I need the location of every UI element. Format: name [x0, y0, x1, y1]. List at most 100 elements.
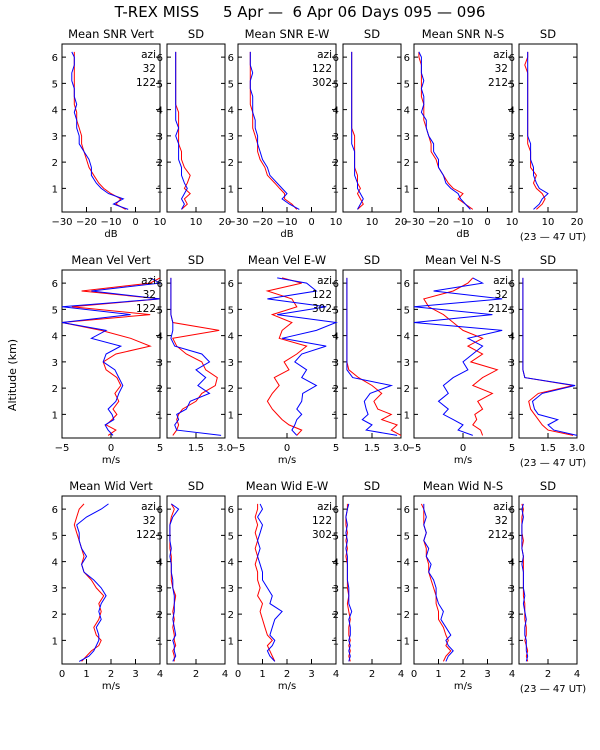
legend-entry-red: 122	[312, 63, 332, 75]
y-tick-label: 4	[52, 558, 58, 569]
x-tick-label: 4	[509, 669, 515, 680]
panel-title: Mean Vel E-W	[248, 253, 326, 267]
legend-entry-blue: 302	[312, 529, 332, 541]
series-line-blue	[413, 277, 503, 436]
x-tick-label: 20	[571, 217, 584, 228]
y-tick-label: 5	[52, 79, 58, 90]
y-tick-label: 5	[228, 531, 234, 542]
sd-panel-wid-2: 1 2 3 4 5 6 2 4 SD	[333, 479, 405, 680]
legend-title: azi	[317, 501, 332, 513]
y-tick-label: 3	[404, 132, 410, 143]
y-tick-label: 1	[404, 636, 410, 647]
y-tick-label: 1	[333, 184, 339, 195]
y-tick-label: 6	[509, 279, 515, 290]
y-tick-label: 3	[157, 132, 163, 143]
ut-note: (23 — 47 UT)	[520, 232, 586, 243]
y-tick-label: 4	[333, 332, 339, 343]
y-tick-label: 3	[52, 132, 58, 143]
panel-title: Mean SNR N-S	[422, 27, 505, 41]
sd-line-red	[522, 277, 574, 436]
y-tick-label: 4	[509, 106, 515, 117]
legend-title: azi	[493, 275, 508, 287]
y-tick-label: 4	[333, 106, 339, 117]
y-tick-label: 6	[157, 279, 163, 290]
y-tick-label: 4	[333, 558, 339, 569]
y-tick-label: 6	[52, 505, 58, 516]
x-axis-label: dB	[456, 229, 469, 240]
legend-entry-blue: 302	[312, 303, 332, 315]
y-tick-label: 5	[52, 531, 58, 542]
plot-frame	[342, 269, 402, 439]
y-tick-label: 2	[52, 158, 58, 169]
x-tick-label: 10	[506, 217, 519, 228]
altitude-axis-label: Altitude (km)	[6, 339, 19, 411]
x-tick-label: 20	[395, 217, 408, 228]
legend-entry-red: 32	[495, 289, 508, 301]
x-tick-label: 0	[308, 217, 314, 228]
y-tick-label: 4	[509, 558, 515, 569]
y-tick-label: 1	[52, 636, 58, 647]
legend-entry-red: 32	[143, 289, 156, 301]
x-tick-label: −30	[403, 217, 424, 228]
x-tick-label: −5	[231, 443, 246, 454]
legend-entry-red: 32	[143, 63, 156, 75]
y-tick-label: 2	[228, 384, 234, 395]
y-tick-label: 5	[509, 305, 515, 316]
x-tick-label: 2	[284, 669, 290, 680]
legend-entry-red: 122	[312, 289, 332, 301]
y-tick-label: 1	[509, 184, 515, 195]
y-tick-label: 1	[52, 184, 58, 195]
series-line-blue	[71, 51, 129, 210]
x-axis-label: m/s	[102, 455, 120, 466]
panel-title: Mean SNR E-W	[245, 27, 330, 41]
y-tick-label: 3	[333, 358, 339, 369]
y-tick-label: 5	[509, 531, 515, 542]
x-tick-label: 1.5	[540, 443, 556, 454]
legend-title: azi	[493, 501, 508, 513]
y-tick-label: 1	[228, 636, 234, 647]
y-tick-label: 3	[404, 358, 410, 369]
x-tick-label: −20	[76, 217, 97, 228]
x-tick-label: 0	[460, 443, 466, 454]
y-tick-label: 1	[157, 636, 163, 647]
y-tick-label: 3	[228, 132, 234, 143]
panel-title: SD	[364, 479, 380, 493]
x-axis-label: dB	[280, 229, 293, 240]
y-tick-label: 2	[228, 610, 234, 621]
y-tick-label: 4	[157, 106, 163, 117]
x-tick-label: 4	[222, 669, 228, 680]
y-tick-label: 5	[404, 305, 410, 316]
y-tick-label: 3	[509, 132, 515, 143]
sd-panel-vel-1: 1 2 3 4 5 6 1.5 3.0 SD	[157, 253, 233, 454]
y-tick-label: 3	[157, 584, 163, 595]
y-tick-label: 4	[228, 332, 234, 343]
legend-entry-blue: 212	[488, 303, 508, 315]
y-tick-label: 4	[228, 558, 234, 569]
x-tick-label: 0	[411, 669, 417, 680]
x-tick-label: 0	[108, 443, 114, 454]
y-tick-label: 1	[52, 410, 58, 421]
sd-panel-snr-3: 1 2 3 4 5 6 10 20 SD	[509, 27, 584, 228]
x-axis-label: m/s	[454, 455, 472, 466]
sd-panel-snr-1: 1 2 3 4 5 6 10 20 SD	[157, 27, 232, 228]
y-tick-label: 3	[404, 584, 410, 595]
y-tick-label: 5	[333, 305, 339, 316]
series-line-red	[254, 503, 276, 662]
series-line-blue	[418, 51, 471, 210]
legend-title: azi	[317, 275, 332, 287]
legend-title: azi	[141, 501, 156, 513]
y-tick-label: 5	[52, 305, 58, 316]
y-tick-label: 1	[228, 184, 234, 195]
y-tick-label: 5	[404, 531, 410, 542]
x-tick-label: 1	[83, 669, 89, 680]
x-tick-label: 2	[108, 669, 114, 680]
y-tick-label: 1	[333, 410, 339, 421]
x-axis-label: m/s	[278, 455, 296, 466]
x-tick-label: 0	[59, 669, 65, 680]
series-line-red	[73, 503, 105, 662]
legend-entry-blue: 122	[136, 77, 156, 89]
y-tick-label: 4	[404, 106, 410, 117]
y-tick-label: 1	[333, 636, 339, 647]
sd-line-blue	[521, 503, 529, 662]
